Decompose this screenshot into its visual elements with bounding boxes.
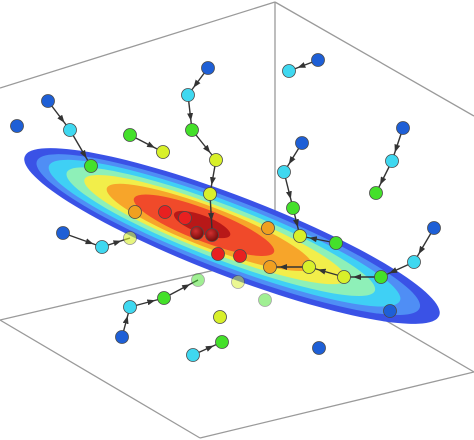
point <box>312 341 326 355</box>
box-edge <box>274 1 474 117</box>
point <box>277 165 291 179</box>
point <box>293 229 307 243</box>
point <box>407 255 421 269</box>
point <box>95 240 109 254</box>
point <box>128 205 142 219</box>
point <box>209 153 223 167</box>
point <box>123 128 137 142</box>
point <box>374 270 388 284</box>
point <box>178 211 192 225</box>
point <box>233 249 247 263</box>
point <box>205 228 219 242</box>
point <box>302 260 316 274</box>
point <box>63 123 77 137</box>
point <box>427 221 441 235</box>
point <box>123 300 137 314</box>
point <box>84 159 98 173</box>
point <box>158 205 172 219</box>
point <box>185 123 199 137</box>
point <box>263 260 277 274</box>
point <box>215 335 229 349</box>
point <box>282 64 296 78</box>
point <box>156 145 170 159</box>
point <box>385 154 399 168</box>
point <box>383 304 397 318</box>
point <box>56 226 70 240</box>
point <box>41 94 55 108</box>
point <box>203 187 217 201</box>
point <box>329 236 343 250</box>
point <box>295 136 309 150</box>
point <box>337 270 351 284</box>
box-edge <box>0 319 201 439</box>
point <box>211 247 225 261</box>
box-edge <box>199 371 474 439</box>
point <box>311 53 325 67</box>
points <box>10 53 441 362</box>
point <box>201 61 215 75</box>
arrow <box>62 232 103 248</box>
density-contour <box>24 148 440 324</box>
point <box>231 275 245 289</box>
point <box>213 310 227 324</box>
point <box>186 348 200 362</box>
point <box>396 121 410 135</box>
point <box>190 226 204 240</box>
point <box>10 119 24 133</box>
point <box>123 231 137 245</box>
point <box>191 273 205 287</box>
point <box>369 186 383 200</box>
point <box>181 88 195 102</box>
arrow <box>69 129 92 167</box>
point <box>286 201 300 215</box>
point <box>157 291 171 305</box>
point <box>258 293 272 307</box>
box-edge <box>0 1 276 89</box>
point <box>261 221 275 235</box>
point <box>115 330 129 344</box>
